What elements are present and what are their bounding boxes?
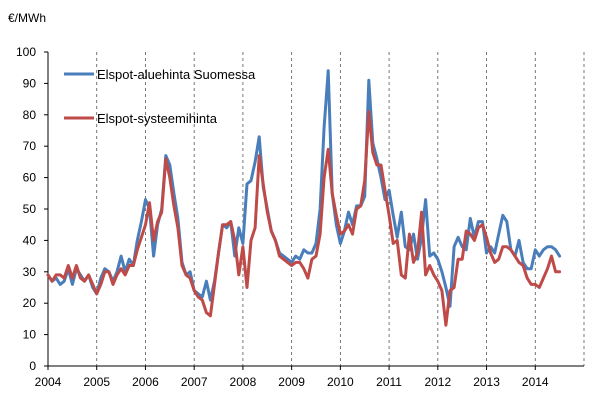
y-axis-unit-label: €/MWh bbox=[8, 11, 46, 25]
y-tick-labels: 0 10 20 30 40 50 60 70 80 90 100 bbox=[16, 45, 48, 373]
x-tick-label: 2009 bbox=[278, 375, 305, 389]
y-tick-label: 50 bbox=[23, 202, 37, 216]
x-tick-label: 2008 bbox=[230, 375, 257, 389]
x-tick-label: 2013 bbox=[473, 375, 500, 389]
legend: Elspot-aluehinta Suomessa Elspot-systeem… bbox=[64, 67, 256, 126]
series-lines bbox=[46, 69, 562, 327]
y-tick-label: 100 bbox=[16, 45, 36, 59]
x-tick-label: 2005 bbox=[83, 375, 110, 389]
y-tick-label: 20 bbox=[23, 296, 37, 310]
x-tick-labels: 2004 2005 2006 2007 2008 2009 2010 2011 2012 2013… bbox=[35, 366, 549, 389]
series-line-systeemihinta bbox=[46, 110, 562, 327]
y-tick-label: 0 bbox=[29, 359, 36, 373]
x-tick-label: 2011 bbox=[376, 375, 402, 389]
y-tick-label: 90 bbox=[23, 76, 37, 90]
x-tick-label: 2010 bbox=[327, 375, 354, 389]
y-tick-label: 30 bbox=[23, 265, 37, 279]
y-tick-label: 80 bbox=[23, 108, 37, 122]
x-tick-label: 2004 bbox=[35, 375, 62, 389]
x-tick-label: 2007 bbox=[181, 375, 208, 389]
y-tick-label: 70 bbox=[23, 139, 37, 153]
y-tick-label: 40 bbox=[23, 233, 37, 247]
year-gridlines bbox=[96, 52, 585, 366]
x-tick-label: 2012 bbox=[424, 375, 451, 389]
legend-label-aluehinta: Elspot-aluehinta Suomessa bbox=[97, 67, 256, 82]
axes bbox=[47, 52, 584, 367]
x-tick-label: 2006 bbox=[132, 375, 159, 389]
y-tick-label: 10 bbox=[23, 328, 37, 342]
y-tick-label: 60 bbox=[23, 171, 37, 185]
x-tick-label: 2014 bbox=[522, 375, 549, 389]
legend-label-systeemihinta: Elspot-systeemihinta bbox=[97, 111, 218, 126]
